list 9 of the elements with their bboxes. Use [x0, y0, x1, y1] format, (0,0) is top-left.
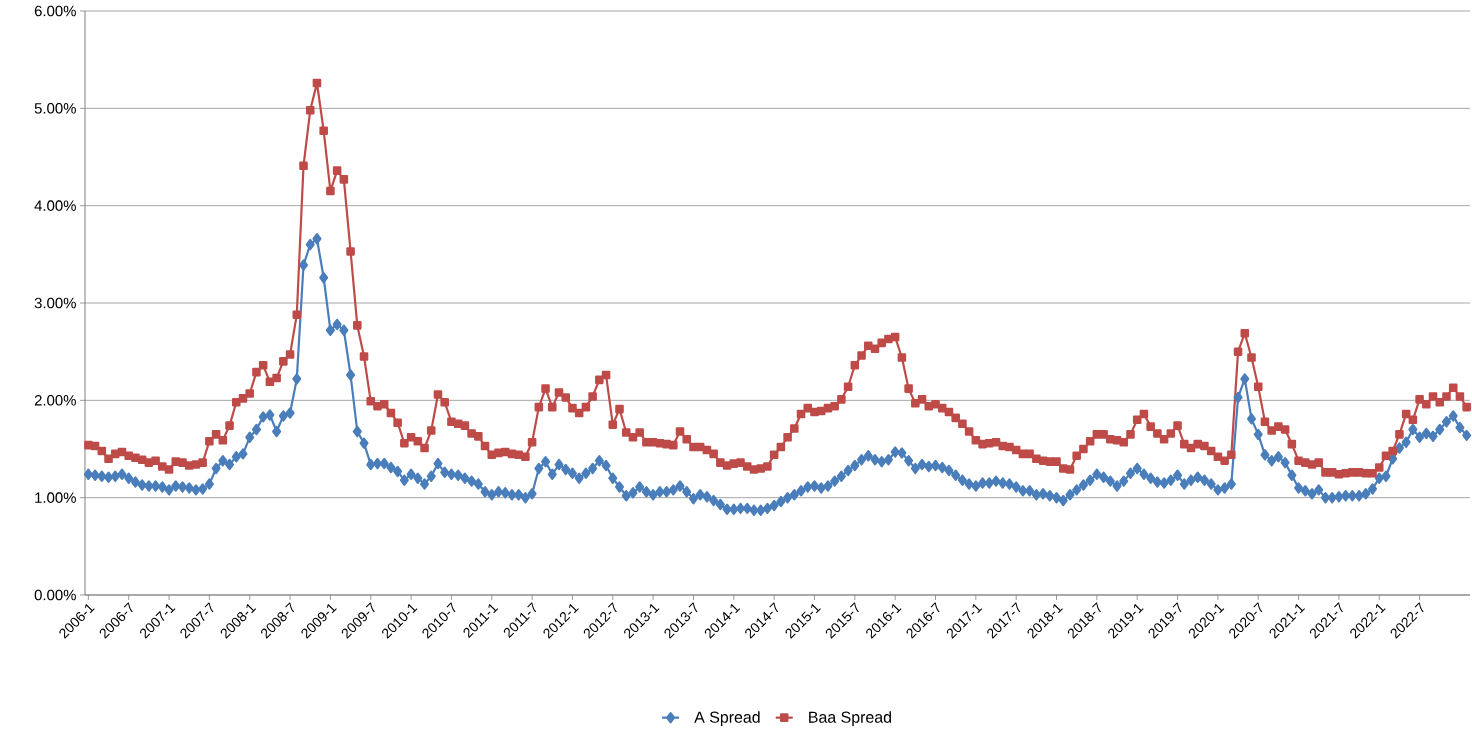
- y-tick-label: 3.00%: [34, 297, 76, 309]
- legend-label: A Spread: [694, 711, 760, 726]
- y-tick-label: 6.00%: [34, 5, 76, 17]
- legend-label: Baa Spread: [809, 711, 891, 726]
- y-tick-label: 1.00%: [35, 492, 76, 503]
- y-tick-label: 4.00%: [34, 200, 76, 211]
- y-tick-label: 0.00%: [34, 589, 76, 601]
- y-tick-label: 2.00%: [34, 395, 76, 406]
- y-tick-label: 5.00%: [34, 103, 76, 114]
